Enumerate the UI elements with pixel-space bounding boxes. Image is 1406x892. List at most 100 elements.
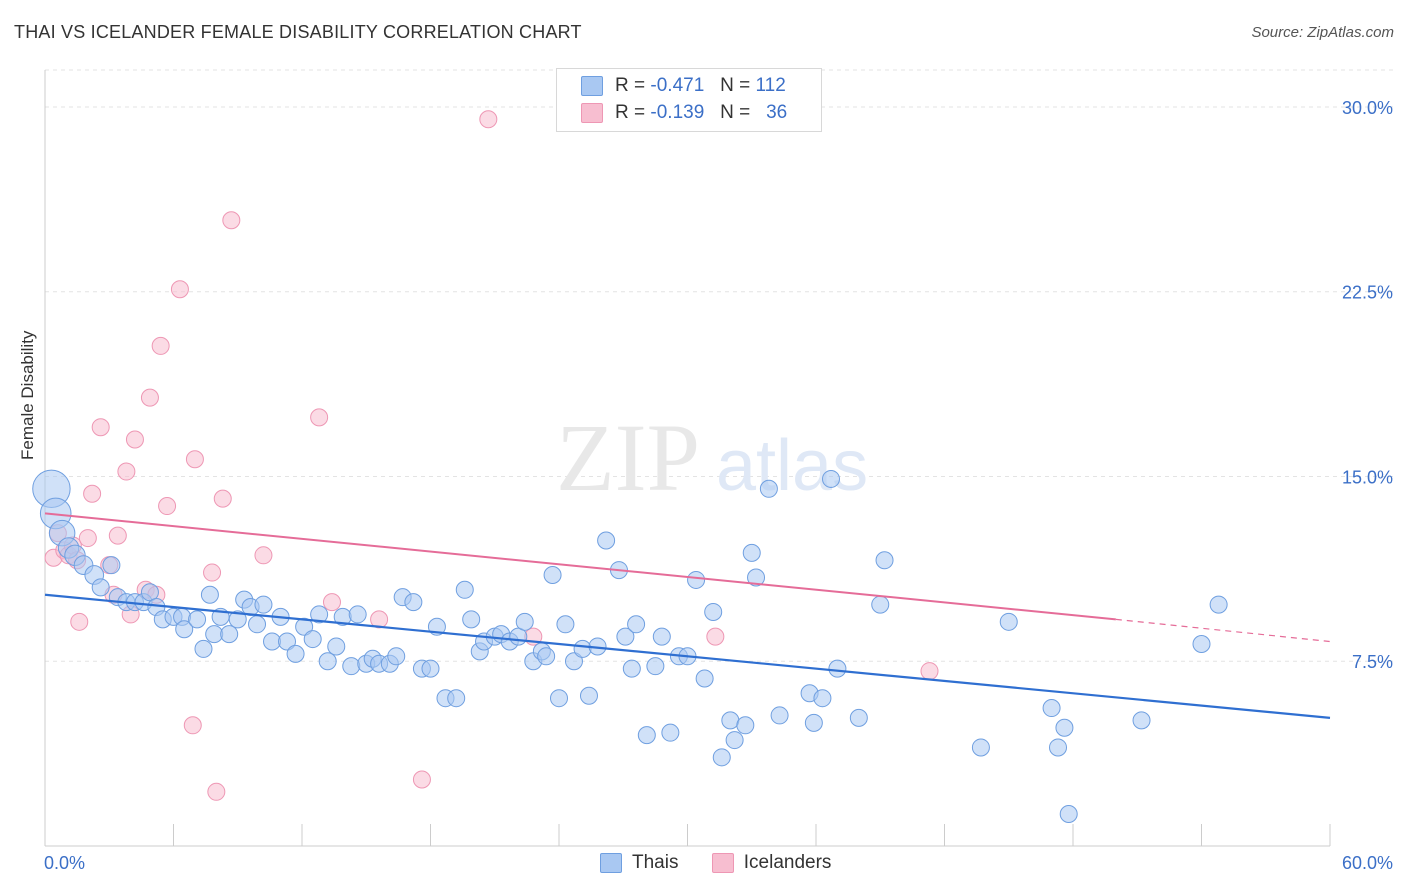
thais-point — [652, 627, 671, 646]
y-tick-label: 30.0% — [1342, 98, 1393, 118]
series-label-thais: Thais — [632, 852, 679, 873]
x-tick-label: 0.0% — [44, 853, 85, 873]
thais-point — [759, 479, 778, 498]
thais-point — [687, 570, 706, 589]
watermark-atlas: atlas — [716, 426, 868, 506]
thais-point — [704, 602, 723, 621]
legend-n-value-thais: 112 — [755, 75, 786, 96]
thais-point — [102, 556, 121, 575]
thais-point — [1049, 738, 1068, 757]
thais-point — [1209, 595, 1228, 614]
thais-point — [736, 716, 755, 735]
thais-point — [849, 708, 868, 727]
icelanders-point — [158, 497, 177, 516]
thais-point — [597, 531, 616, 550]
thais-point — [348, 605, 367, 624]
thais-point — [1059, 804, 1078, 823]
legend-row-thais: R = -0.471 N = 112 — [581, 75, 786, 99]
tick-labels: 7.5% 15.0% 22.5% 30.0% 0.0% 60.0% — [44, 98, 1393, 873]
grid-lines — [45, 69, 1394, 662]
thais-point — [661, 723, 680, 742]
thais-point — [175, 620, 194, 639]
icelanders-point — [370, 610, 389, 629]
thais-point — [91, 578, 110, 597]
thais-point — [263, 632, 282, 651]
thais-trend-line — [44, 593, 1331, 719]
icelanders-point — [207, 782, 226, 801]
legend-r-label: R = — [615, 75, 646, 96]
legend-swatch-icelanders — [581, 102, 603, 123]
legend-row-icelanders: R = -0.139 N = 36 — [581, 102, 787, 126]
thais-point — [327, 637, 346, 656]
thais-point — [556, 615, 575, 634]
thais-point — [404, 593, 423, 612]
thais-point — [721, 711, 740, 730]
thais-point — [804, 713, 823, 732]
x-tick-label: 60.0% — [1342, 853, 1393, 873]
icelanders-point — [706, 627, 725, 646]
thais-point — [447, 689, 466, 708]
legend-n-value-icelanders: 36 — [766, 102, 788, 123]
thais-point — [875, 551, 894, 570]
thais-point — [616, 627, 635, 646]
icelanders-point — [151, 336, 170, 355]
y-tick-label: 15.0% — [1342, 467, 1393, 487]
thais-point — [747, 568, 766, 587]
thais-point — [254, 595, 273, 614]
thais-point — [742, 543, 761, 562]
thais-point — [550, 689, 568, 708]
thais-point — [286, 644, 305, 663]
thais-point — [971, 738, 990, 757]
series-legend-thais: Thais — [600, 852, 678, 874]
thais-point — [573, 639, 592, 658]
thais-point — [543, 566, 562, 585]
series-legend: Thais Icelanders — [600, 852, 859, 874]
icelanders-point — [412, 770, 431, 789]
y-tick-label: 22.5% — [1342, 283, 1393, 303]
thais-point — [228, 610, 247, 629]
thais-point — [622, 659, 641, 678]
icelanders-point — [140, 388, 159, 407]
legend-r-label: R = — [615, 102, 646, 123]
y-axis-label: Female Disability — [18, 330, 37, 460]
thais-point — [462, 610, 481, 629]
thais-point — [579, 686, 598, 705]
thais-point — [695, 669, 714, 688]
thais-point — [637, 726, 656, 745]
legend-n-label: N = — [720, 102, 751, 123]
thais-point — [646, 657, 665, 676]
legend-n-label: N = — [720, 75, 751, 96]
chart-source: Source: ZipAtlas.com — [1251, 24, 1394, 41]
icelanders-point — [117, 462, 136, 481]
series-legend-icelanders: Icelanders — [711, 852, 832, 874]
thais-point — [303, 630, 322, 649]
icelanders-point — [322, 593, 341, 612]
thais-point — [1192, 634, 1211, 653]
icelanders-point — [78, 529, 97, 548]
icelanders-point — [170, 280, 189, 299]
thais-point — [455, 580, 474, 599]
thais-point — [813, 689, 832, 708]
series-label-icelanders: Icelanders — [743, 852, 832, 873]
icelanders-trend-extension — [1115, 618, 1331, 643]
thais-point — [627, 615, 646, 634]
thais-point — [828, 659, 847, 678]
chart-title: THAI VS ICELANDER FEMALE DISABILITY CORR… — [14, 22, 582, 42]
icelanders-point — [479, 110, 498, 129]
icelanders-point — [222, 211, 241, 230]
y-tick-label: 7.5% — [1352, 652, 1393, 672]
thais-points — [32, 469, 1228, 823]
thais-point — [770, 706, 789, 725]
thais-point — [537, 647, 556, 666]
thais-point — [515, 612, 534, 631]
legend-swatch-thais — [581, 75, 603, 96]
thais-point — [564, 652, 583, 671]
thais-point — [712, 748, 731, 767]
icelanders-point — [254, 546, 273, 565]
thais-point — [310, 605, 329, 624]
correlation-legend: R = -0.471 N = 112 R = -0.139 N = 36 — [556, 68, 822, 132]
thais-point — [278, 632, 297, 651]
icelanders-point — [310, 408, 329, 427]
series-swatch-icelanders — [711, 852, 734, 873]
